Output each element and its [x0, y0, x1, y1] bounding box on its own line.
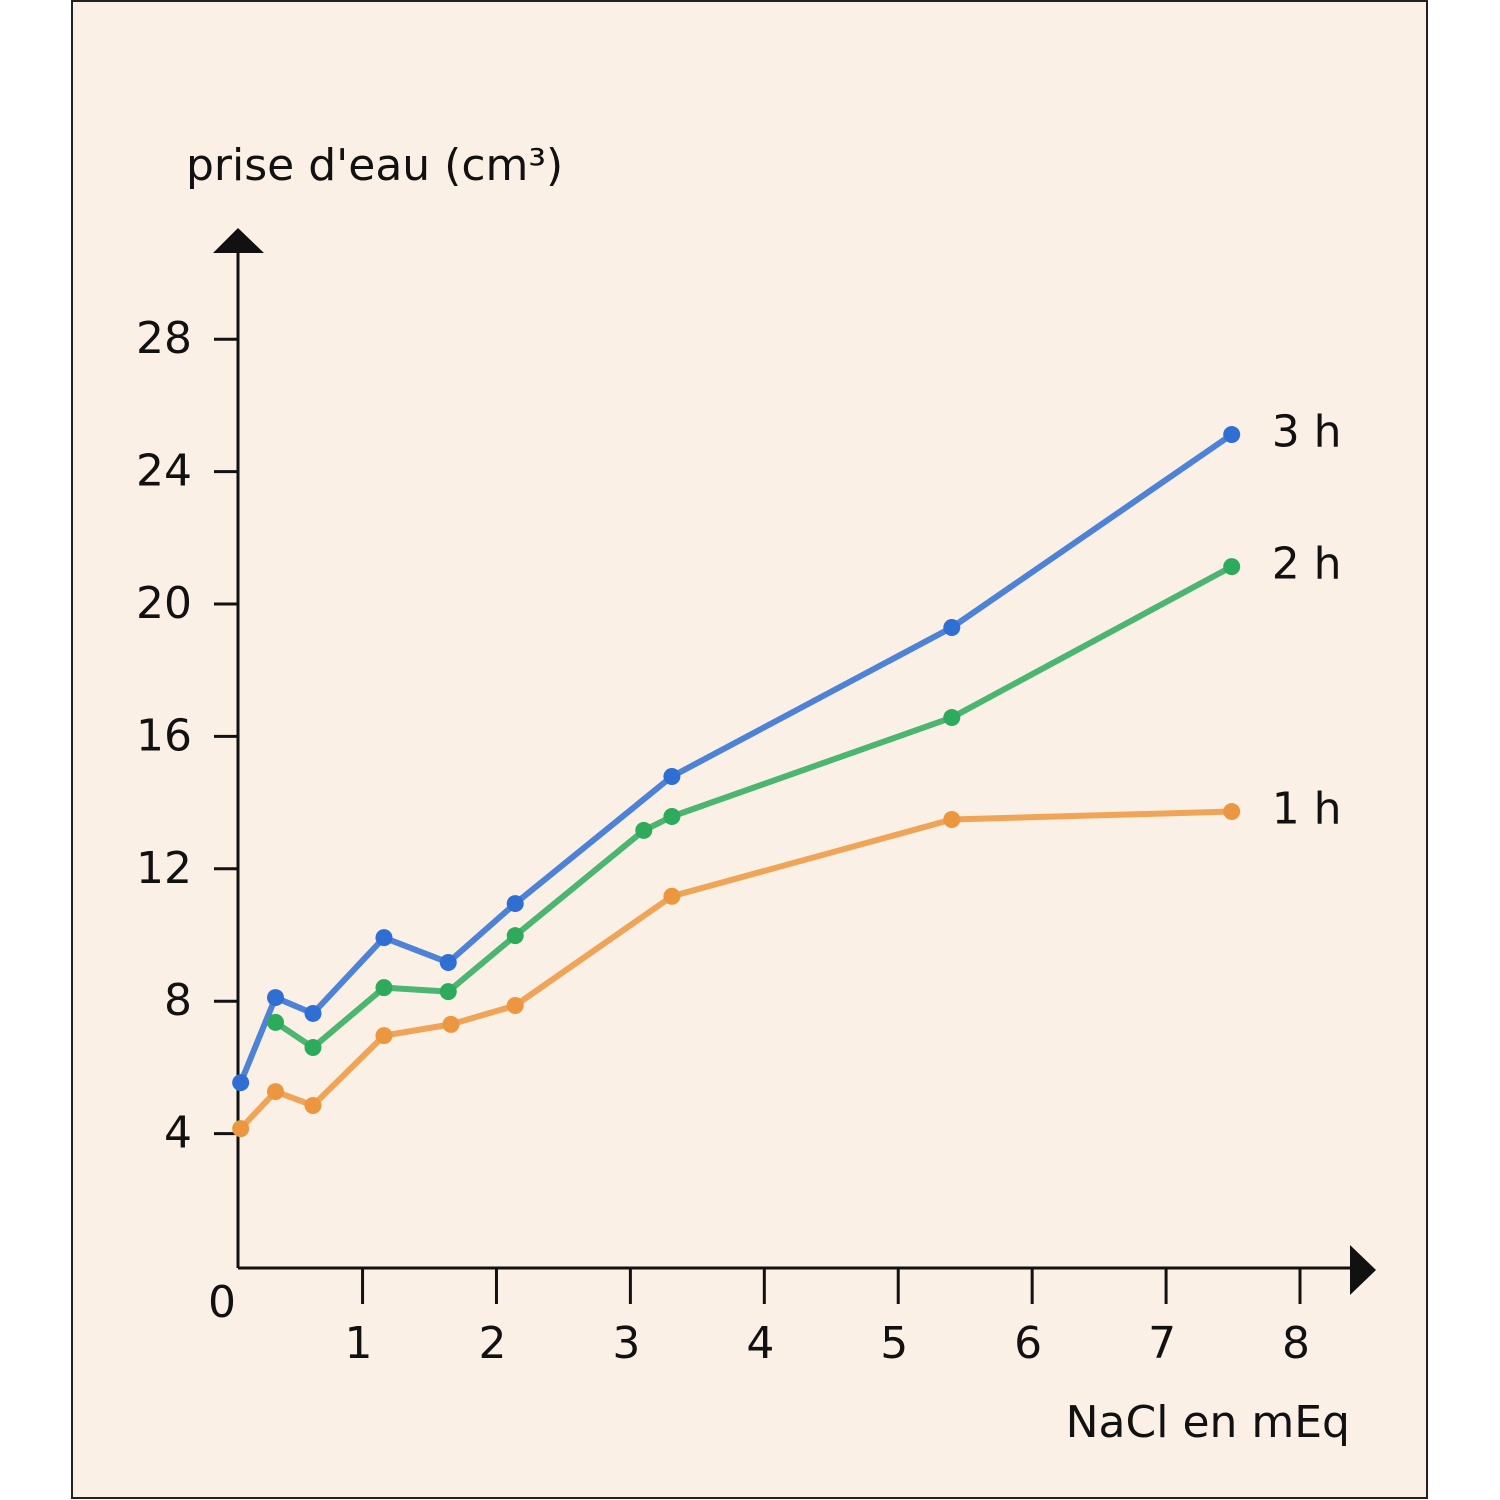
point	[375, 1027, 393, 1045]
point	[1223, 558, 1241, 576]
point	[442, 1015, 460, 1033]
y-axis-label: prise d'eau (cm³)	[186, 140, 563, 191]
x-axis-label: NaCl en mEq	[1066, 1397, 1350, 1448]
point	[232, 1120, 250, 1138]
origin-label: 0	[208, 1277, 236, 1328]
point	[266, 1083, 284, 1101]
x-tick-label: 7	[1148, 1318, 1176, 1369]
series-label: 2 h	[1272, 539, 1342, 590]
y-tick-label: 8	[164, 975, 192, 1026]
point	[663, 887, 681, 905]
point	[506, 997, 524, 1015]
point	[375, 979, 393, 997]
point	[439, 953, 457, 971]
y-tick-label: 16	[136, 710, 192, 761]
point	[232, 1074, 250, 1092]
y-axis-arrow	[213, 228, 264, 253]
point	[304, 1039, 322, 1057]
point	[266, 1013, 284, 1031]
series-label: 3 h	[1272, 407, 1342, 458]
point	[663, 808, 681, 826]
y-tick-label: 28	[136, 313, 192, 364]
point	[506, 895, 524, 913]
point	[663, 767, 681, 785]
x-tick-label: 4	[746, 1318, 774, 1369]
x-tick-label: 5	[880, 1318, 908, 1369]
x-tick-label: 8	[1282, 1318, 1310, 1369]
series-label: 1 h	[1272, 784, 1342, 835]
chart-frame	[71, 0, 1428, 1499]
point	[506, 927, 524, 945]
point	[304, 1096, 322, 1114]
x-tick-label: 3	[612, 1318, 640, 1369]
y-tick-label: 4	[164, 1108, 192, 1159]
point	[1223, 803, 1241, 821]
y-tick-label: 12	[136, 843, 192, 894]
y-tick-label: 20	[136, 578, 192, 629]
point	[304, 1004, 322, 1022]
point	[943, 810, 961, 828]
x-tick-label: 2	[478, 1318, 506, 1369]
point	[1223, 426, 1241, 444]
x-tick-label: 1	[345, 1318, 373, 1369]
x-tick-label: 6	[1014, 1318, 1042, 1369]
point	[375, 929, 393, 947]
point	[635, 821, 653, 839]
point	[943, 709, 961, 727]
point	[943, 619, 961, 637]
y-tick-label: 24	[136, 446, 192, 497]
point	[266, 989, 284, 1007]
point	[439, 983, 457, 1001]
x-axis-arrow	[1350, 1245, 1376, 1295]
